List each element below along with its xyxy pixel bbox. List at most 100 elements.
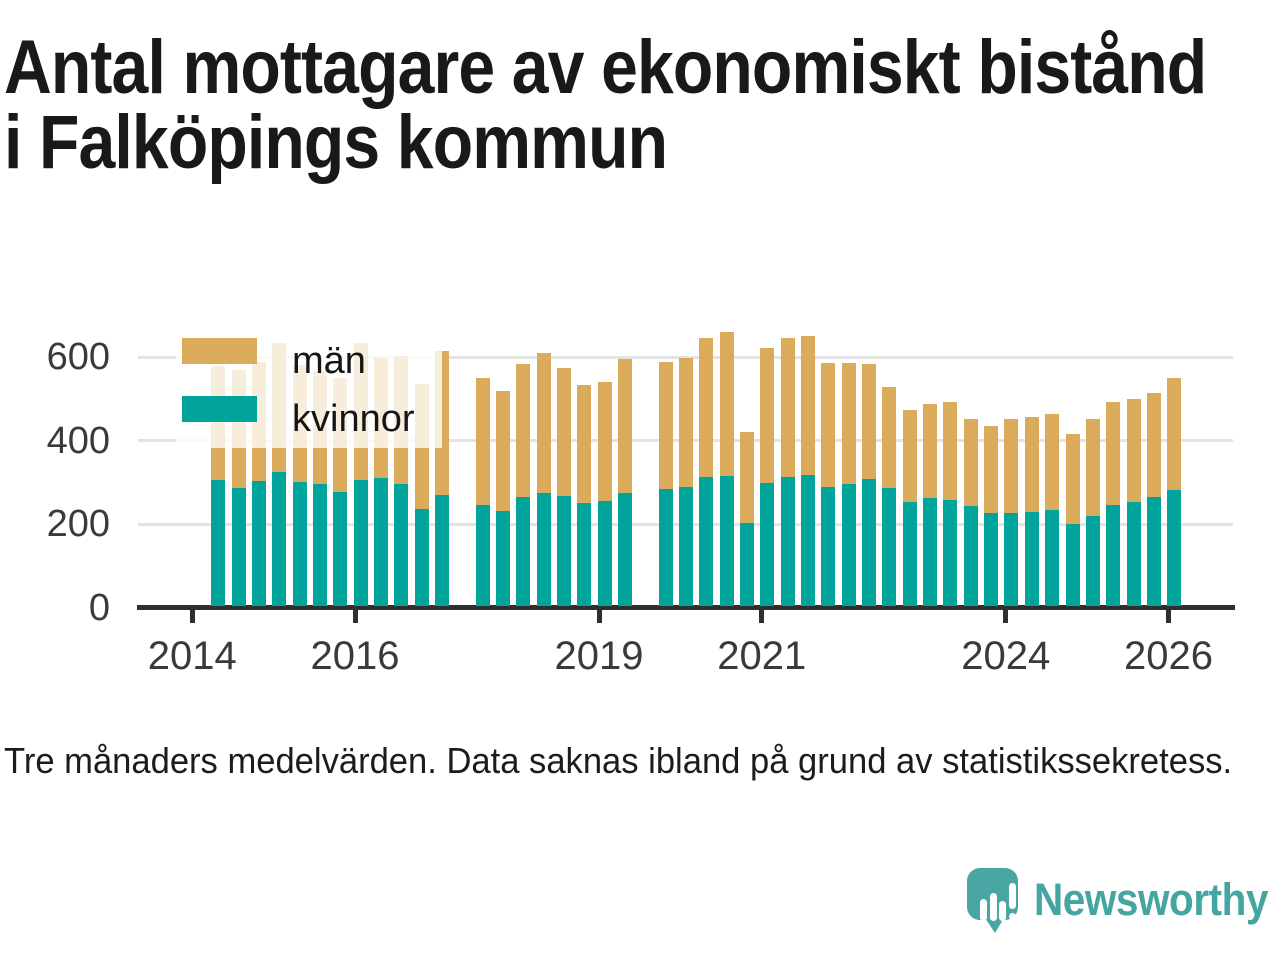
bar-segment-man	[516, 364, 531, 498]
exclamation-dot-icon	[1008, 913, 1016, 920]
exclamation-icon	[1008, 883, 1016, 909]
bar-segment-kvinnor	[211, 479, 226, 606]
bar-segment-man	[821, 363, 836, 487]
x-axis-label-2021: 2021	[717, 634, 807, 678]
bar-segment-man	[1106, 401, 1121, 505]
bar-segment-kvinnor	[313, 484, 328, 606]
bar-segment-kvinnor	[435, 494, 450, 606]
bar-segment-man	[1004, 419, 1019, 513]
x-tick-2026	[1166, 610, 1171, 623]
bar-segment-man	[1167, 377, 1182, 490]
bar-segment-kvinnor	[577, 502, 592, 606]
bar-segment-kvinnor	[292, 482, 307, 606]
chart-footnote: Tre månaders medelvärden. Data saknas ib…	[4, 740, 1233, 781]
bar-segment-kvinnor	[1004, 512, 1019, 606]
bar-segment-kvinnor	[374, 478, 389, 606]
bar-segment-kvinnor	[231, 488, 246, 606]
bar-segment-kvinnor	[984, 512, 999, 606]
bar-segment-man	[862, 364, 877, 480]
bar-segment-kvinnor	[679, 486, 694, 606]
bar-segment-kvinnor	[1065, 524, 1080, 606]
x-tick-2016	[352, 610, 358, 623]
bar-segment-kvinnor	[536, 493, 551, 606]
bar-segment-man	[1024, 416, 1039, 512]
bar-segment-man	[475, 378, 490, 505]
bar-segment-kvinnor	[475, 504, 490, 606]
y-axis-label-200: 200	[46, 503, 110, 545]
legend: män kvinnor	[176, 336, 442, 448]
bar-segment-kvinnor	[862, 479, 877, 606]
bar-segment-kvinnor	[272, 472, 287, 606]
bar-segment-man	[618, 359, 633, 494]
x-tick-2014	[189, 610, 195, 623]
x-axis-line	[137, 605, 1235, 610]
x-tick-2019	[596, 610, 602, 623]
bar-segment-man	[658, 361, 673, 490]
bar-segment-man	[1126, 399, 1141, 503]
x-axis-label-2024: 2024	[961, 634, 1051, 678]
bar-segment-man	[780, 338, 795, 477]
bar-segment-man	[923, 403, 938, 499]
bar-segment-kvinnor	[719, 475, 734, 606]
bar-segment-kvinnor	[1126, 502, 1141, 606]
bar-segment-man	[496, 390, 511, 511]
bar-segment-kvinnor	[882, 487, 897, 606]
bar-segment-kvinnor	[821, 486, 836, 606]
bar-segment-kvinnor	[252, 480, 266, 606]
bar-segment-kvinnor	[1045, 509, 1060, 606]
gridline-y-600	[138, 355, 1233, 359]
bar-segment-man	[536, 352, 551, 494]
x-tick-2024	[1003, 610, 1009, 623]
bar-segment-kvinnor	[1146, 496, 1161, 606]
bar-segment-kvinnor	[902, 502, 917, 606]
bar-segment-man	[597, 381, 612, 501]
bar-segment-kvinnor	[841, 484, 856, 606]
bar-segment-kvinnor	[923, 498, 938, 606]
bar-segment-man	[740, 431, 755, 524]
bar-segment-kvinnor	[597, 500, 612, 606]
bar-segment-man	[801, 336, 816, 475]
bar-segment-kvinnor	[516, 497, 531, 606]
bar-segment-man	[882, 387, 897, 488]
x-axis-label-2014: 2014	[147, 634, 237, 678]
x-tick-2021	[759, 610, 765, 623]
bar-segment-man	[841, 362, 856, 485]
legend-swatch-kvinnor	[182, 396, 257, 422]
bar-segment-man	[943, 402, 958, 500]
chart-title-line1: Antal mottagare av ekonomiskt bistånd	[4, 25, 1207, 110]
chart-title-line2: i Falköpings kommun	[4, 100, 668, 185]
chart-title: Antal mottagare av ekonomiskt bistånd i …	[4, 25, 1207, 185]
bar-segment-kvinnor	[1106, 504, 1121, 606]
bar-chart-icon	[989, 893, 997, 921]
bar-segment-kvinnor	[353, 479, 368, 606]
newsworthy-wordmark: Newsworthy	[1034, 874, 1269, 925]
bar-segment-kvinnor	[658, 489, 673, 606]
bar-segment-kvinnor	[414, 509, 429, 606]
x-axis-label-2016: 2016	[310, 634, 400, 678]
bar-segment-kvinnor	[1085, 515, 1100, 606]
y-axis-label-0: 0	[88, 586, 110, 629]
y-axis-label-400: 400	[46, 419, 110, 462]
bar-segment-kvinnor	[963, 506, 978, 606]
bar-chart-icon	[999, 901, 1006, 921]
bar-segment-kvinnor	[1024, 511, 1039, 606]
bar-segment-man	[902, 409, 917, 503]
bar-segment-kvinnor	[394, 484, 409, 606]
bar-segment-kvinnor	[801, 474, 816, 606]
bar-segment-man	[557, 368, 572, 497]
bar-segment-man	[963, 418, 978, 507]
x-axis-label-2026: 2026	[1124, 634, 1213, 678]
bar-segment-kvinnor	[943, 499, 958, 606]
bar-segment-kvinnor	[557, 496, 572, 606]
bar-segment-man	[760, 348, 775, 484]
legend-label-kvinnor: kvinnor	[292, 398, 415, 440]
y-axis-label-600: 600	[46, 336, 110, 378]
bar-segment-man	[1146, 392, 1161, 497]
bar-segment-man	[679, 357, 694, 487]
bar-segment-kvinnor	[496, 510, 511, 606]
bar-segment-kvinnor	[1167, 489, 1182, 606]
bar-segment-kvinnor	[699, 477, 714, 606]
x-axis-label-2019: 2019	[554, 634, 644, 678]
bar-segment-kvinnor	[760, 483, 775, 606]
